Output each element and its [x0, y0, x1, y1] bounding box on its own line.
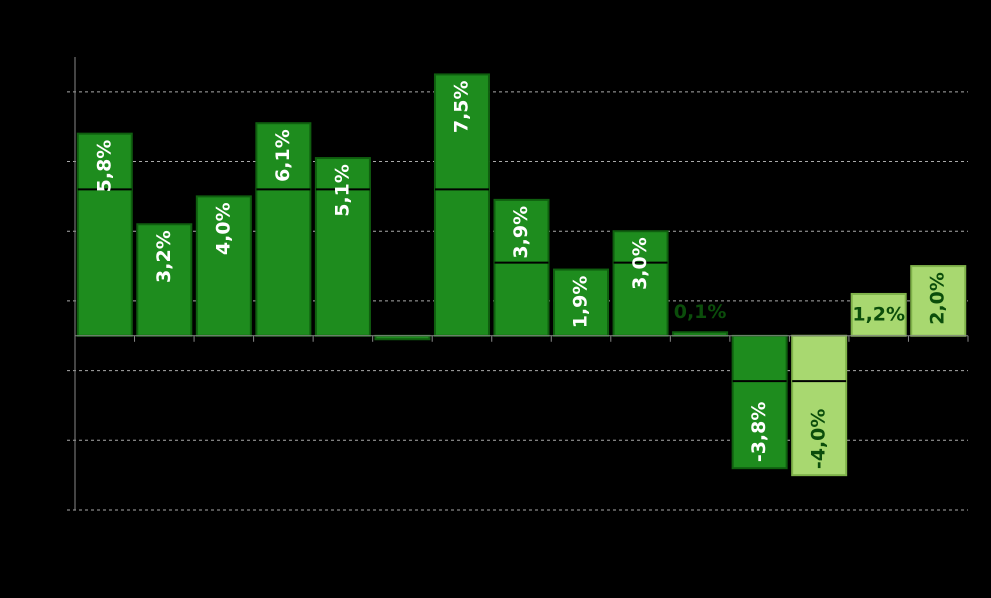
bar: [255, 122, 312, 337]
bar: [493, 198, 550, 337]
value-label: 3,9%: [510, 206, 532, 259]
value-label: 4,0%: [212, 202, 234, 255]
bar: [672, 331, 729, 337]
value-label: 7,5%: [450, 80, 472, 133]
bar: [731, 334, 788, 470]
bar: [374, 334, 431, 341]
bar: [433, 73, 490, 337]
value-label: 1,9%: [570, 276, 592, 329]
bar: [791, 334, 848, 477]
value-label: 3,0%: [629, 237, 651, 290]
bar: [553, 268, 610, 337]
value-label: 0,1%: [674, 301, 727, 323]
value-label: 2,0%: [927, 272, 949, 325]
value-label: 1,2%: [852, 303, 905, 325]
bar: [314, 157, 371, 337]
value-label: 5,8%: [93, 140, 115, 193]
value-label: 5,1%: [331, 164, 353, 217]
value-label: 6,1%: [272, 129, 294, 182]
value-label: -3,8%: [748, 402, 770, 463]
bar: [76, 132, 133, 337]
bar: [612, 230, 669, 337]
bar: [910, 265, 967, 337]
value-label: 3,2%: [153, 230, 175, 283]
value-label: -4,0%: [808, 409, 830, 470]
bar: [850, 292, 907, 337]
